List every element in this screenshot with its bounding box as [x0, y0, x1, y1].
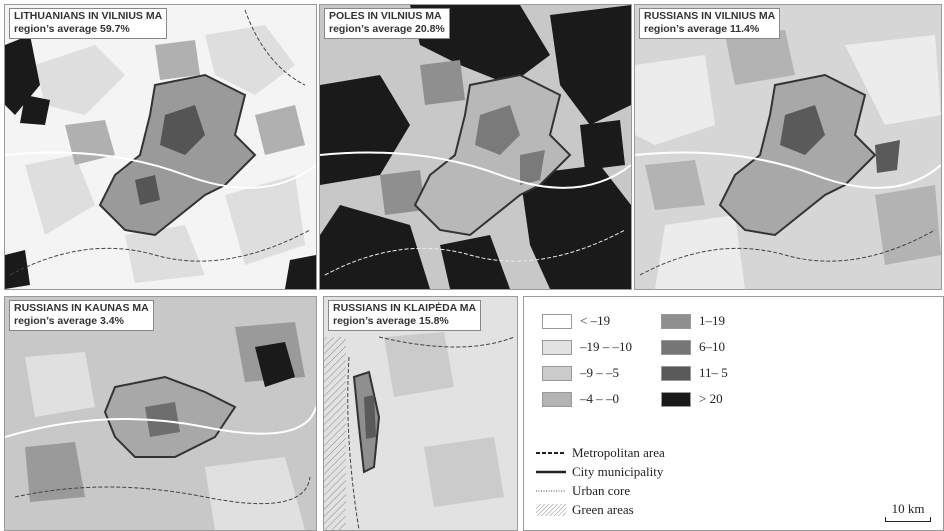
legend-line-item: Green areas	[536, 502, 634, 518]
legend-label: 1–19	[699, 313, 725, 328]
panel-average: region’s average 20.8%	[329, 23, 445, 35]
scale-bar: 10 km	[885, 501, 931, 522]
legend-swatch	[542, 339, 572, 355]
legend-label: 6–10	[699, 339, 725, 354]
map-panel-russians-kaunas: RUSSIANS IN KAUNAS MA region’s average 3…	[4, 296, 317, 531]
legend-swatch	[542, 365, 572, 381]
legend-label: > 20	[699, 391, 723, 406]
legend-line-item: City municipality	[536, 464, 663, 480]
legend-line-item: Urban core	[536, 483, 630, 499]
panel-average: region’s average 59.7%	[14, 23, 130, 35]
panel-label: RUSSIANS IN VILNIUS MA region’s average …	[639, 8, 781, 39]
map-legend: < –19 –19 – –10 –9 – –5 –4 – –0 1–19 6–1…	[523, 296, 944, 531]
panel-title: POLES IN VILNIUS MA	[329, 10, 442, 22]
panel-label: LITHUANIANS IN VILNIUS MA region’s avera…	[9, 8, 168, 39]
panel-average: region’s average 11.4%	[644, 23, 760, 35]
legend-item: –4 – –0	[542, 391, 619, 407]
panel-label: RUSSIANS IN KLAIPĖDA MA region’s average…	[328, 300, 482, 331]
legend-item: –9 – –5	[542, 365, 619, 381]
legend-item: 6–10	[661, 339, 725, 355]
choropleth-map	[635, 5, 941, 289]
green-areas-symbol	[536, 504, 566, 516]
scale-label: 10 km	[891, 501, 925, 516]
metropolitan-area-symbol	[536, 452, 566, 454]
panel-average: region’s average 15.8%	[333, 315, 449, 327]
legend-line-label: Green areas	[572, 502, 634, 517]
legend-line-label: Urban core	[572, 483, 631, 498]
panel-title: RUSSIANS IN KLAIPĖDA MA	[333, 302, 477, 314]
scale-bar-line	[885, 517, 931, 522]
legend-label: –19 – –10	[580, 339, 632, 354]
panel-average: region’s average 3.4%	[14, 315, 124, 327]
choropleth-map	[320, 5, 631, 289]
legend-swatch	[661, 339, 691, 355]
legend-item: 1–19	[661, 313, 725, 329]
urban-core-symbol	[536, 490, 566, 492]
legend-line-item: Metropolitan area	[536, 445, 665, 461]
legend-label: 11– 5	[699, 365, 728, 380]
legend-item: < –19	[542, 313, 610, 329]
map-panel-russians-vilnius: RUSSIANS IN VILNIUS MA region’s average …	[634, 4, 942, 290]
legend-swatch	[542, 313, 572, 329]
legend-line-label: City municipality	[572, 464, 664, 479]
legend-line-label: Metropolitan area	[572, 445, 665, 460]
panel-label: RUSSIANS IN KAUNAS MA region’s average 3…	[9, 300, 154, 331]
legend-swatch	[542, 391, 572, 407]
legend-label: –4 – –0	[580, 391, 619, 406]
panel-title: RUSSIANS IN KAUNAS MA	[14, 302, 149, 314]
legend-item: 11– 5	[661, 365, 728, 381]
legend-label: –9 – –5	[580, 365, 619, 380]
choropleth-map	[5, 5, 316, 289]
map-panel-poles-vilnius: POLES IN VILNIUS MA region’s average 20.…	[319, 4, 632, 290]
panel-title: LITHUANIANS IN VILNIUS MA	[14, 10, 163, 22]
legend-item: > 20	[661, 391, 723, 407]
panel-title: RUSSIANS IN VILNIUS MA	[644, 10, 776, 22]
panel-label: POLES IN VILNIUS MA region’s average 20.…	[324, 8, 450, 39]
legend-label: < –19	[580, 313, 611, 328]
map-panel-russians-klaipeda: RUSSIANS IN KLAIPĖDA MA region’s average…	[323, 296, 518, 531]
choropleth-map	[324, 297, 517, 530]
map-panel-lithuanians-vilnius: LITHUANIANS IN VILNIUS MA region’s avera…	[4, 4, 317, 290]
legend-item: –19 – –10	[542, 339, 632, 355]
city-municipality-symbol	[536, 470, 566, 474]
legend-swatch	[661, 313, 691, 329]
choropleth-map	[5, 297, 316, 530]
legend-swatch	[661, 365, 691, 381]
legend-swatch	[661, 391, 691, 407]
